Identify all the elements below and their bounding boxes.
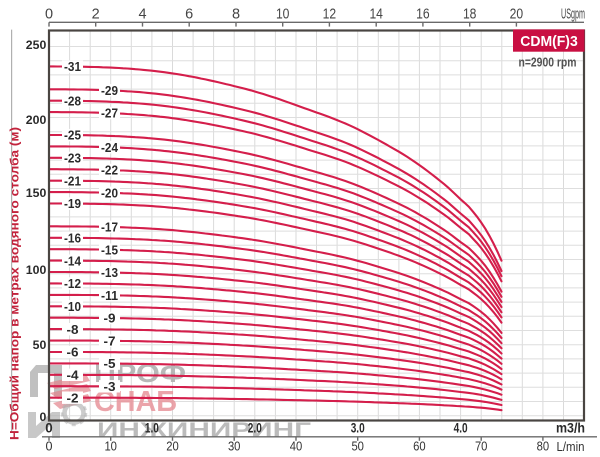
- svg-text:0: 0: [45, 7, 53, 23]
- svg-text:Н=Общий напор в метрах водяног: Н=Общий напор в метрах водяного столба (…: [9, 127, 22, 440]
- svg-text:8: 8: [232, 7, 240, 23]
- svg-text:40: 40: [290, 440, 303, 454]
- svg-text:80: 80: [537, 440, 550, 454]
- svg-text:12: 12: [323, 7, 337, 23]
- svg-text:-28: -28: [64, 93, 81, 108]
- svg-text:70: 70: [475, 440, 488, 454]
- svg-text:10: 10: [276, 7, 290, 23]
- svg-text:250: 250: [26, 38, 47, 52]
- svg-text:-17: -17: [101, 220, 118, 235]
- svg-text:-6: -6: [67, 345, 79, 360]
- svg-text:20: 20: [166, 440, 179, 454]
- svg-text:-5: -5: [104, 356, 116, 371]
- svg-text:-9: -9: [104, 311, 116, 326]
- svg-text:-23: -23: [64, 151, 81, 166]
- svg-text:6: 6: [185, 7, 193, 23]
- svg-text:-4: -4: [67, 367, 80, 382]
- svg-text:-31: -31: [64, 59, 81, 74]
- svg-text:-19: -19: [64, 196, 81, 211]
- svg-text:0: 0: [45, 440, 52, 454]
- svg-text:14: 14: [369, 7, 383, 23]
- svg-text:m3/h: m3/h: [556, 421, 585, 436]
- svg-text:-20: -20: [101, 185, 118, 200]
- svg-text:4: 4: [138, 7, 146, 23]
- svg-text:-27: -27: [101, 106, 118, 121]
- svg-text:-14: -14: [64, 253, 82, 268]
- svg-text:2.0: 2.0: [248, 420, 262, 435]
- svg-text:4.0: 4.0: [454, 420, 468, 435]
- svg-text:-11: -11: [101, 288, 118, 303]
- svg-text:-2: -2: [67, 390, 79, 405]
- svg-text:-24: -24: [101, 140, 119, 155]
- svg-text:CDM(F)3: CDM(F)3: [520, 34, 578, 50]
- svg-text:-10: -10: [64, 299, 81, 314]
- svg-text:-7: -7: [104, 333, 116, 348]
- svg-text:ИНЖИНИРИНГ: ИНЖИНИРИНГ: [97, 419, 311, 442]
- svg-text:20: 20: [510, 7, 524, 23]
- svg-text:-21: -21: [64, 173, 81, 188]
- svg-text:-12: -12: [64, 276, 81, 291]
- svg-text:16: 16: [416, 7, 430, 23]
- svg-text:1.0: 1.0: [145, 420, 159, 435]
- svg-text:150: 150: [26, 186, 47, 200]
- svg-text:-3: -3: [104, 379, 116, 394]
- svg-text:-15: -15: [101, 242, 118, 257]
- svg-text:n=2900 rpm: n=2900 rpm: [519, 55, 577, 69]
- svg-text:0: 0: [39, 410, 46, 424]
- svg-text:2: 2: [92, 7, 100, 23]
- svg-text:-29: -29: [101, 83, 118, 98]
- svg-text:0: 0: [45, 420, 52, 435]
- svg-text:3.0: 3.0: [351, 420, 365, 435]
- svg-text:50: 50: [351, 440, 364, 454]
- svg-text:USgpm: USgpm: [561, 7, 585, 23]
- svg-text:100: 100: [26, 263, 47, 277]
- svg-text:-16: -16: [64, 230, 81, 245]
- svg-text:-8: -8: [67, 322, 79, 337]
- svg-text:18: 18: [463, 7, 477, 23]
- svg-text:L/min: L/min: [557, 440, 585, 454]
- svg-text:10: 10: [104, 440, 117, 454]
- svg-text:-25: -25: [64, 128, 81, 143]
- svg-text:-22: -22: [101, 163, 118, 178]
- svg-text:60: 60: [413, 440, 426, 454]
- svg-text:200: 200: [26, 113, 47, 127]
- svg-text:50: 50: [33, 338, 47, 352]
- svg-text:-13: -13: [101, 265, 118, 280]
- svg-text:30: 30: [228, 440, 241, 454]
